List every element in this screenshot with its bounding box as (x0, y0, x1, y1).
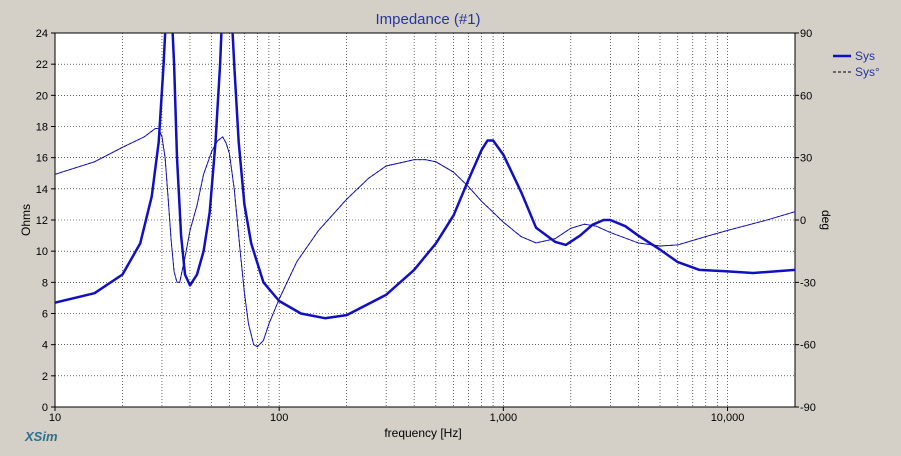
y-tick-label: 14 (36, 184, 48, 196)
x-tick-label: 1,000 (490, 412, 518, 424)
y2-tick-label: -30 (800, 277, 816, 289)
y-tick-label: 4 (42, 340, 48, 352)
x-axis-label: frequency [Hz] (384, 426, 461, 440)
x-tick-label: 100 (270, 412, 288, 424)
legend: Sys Sys° (833, 49, 880, 79)
y2-tick-label: 0 (800, 215, 806, 227)
x-tick-label: 10 (49, 412, 61, 424)
y2-axis-label: deg (819, 210, 833, 230)
legend-sys-phase-label: Sys° (855, 65, 880, 79)
legend-sys-label: Sys (855, 49, 875, 63)
y2-tick-label: 30 (800, 153, 812, 165)
y-tick-label: 0 (42, 402, 48, 414)
y-tick-label: 24 (36, 28, 48, 40)
chart-title: Impedance (#1) (375, 11, 480, 28)
y-tick-label: 18 (36, 122, 48, 134)
series-sys-impedance-line (55, 33, 795, 320)
y-tick-label: 2 (42, 371, 48, 383)
y-tick-label: 8 (42, 277, 48, 289)
y2-tick-label: 60 (800, 90, 812, 102)
y-tick-label: 22 (36, 59, 48, 71)
series-layer (55, 33, 795, 348)
y-tick-label: 10 (36, 246, 48, 258)
y-tick-label: 20 (36, 90, 48, 102)
right-axis-ticks: -90 -60 -30 0 30 60 90 (795, 28, 816, 414)
x-axis-ticks: 10 100 1,000 10,000 (49, 407, 744, 424)
y-tick-label: 12 (36, 215, 48, 227)
y-tick-label: 16 (36, 153, 48, 165)
series-phase-solid-line (55, 128, 795, 348)
x-tick-label: 10,000 (711, 412, 745, 424)
xsim-logo: XSim (24, 429, 58, 444)
y2-tick-label: 90 (800, 28, 812, 40)
y-axis-label: Ohms (19, 204, 33, 236)
y-tick-label: 6 (42, 309, 48, 321)
y2-tick-label: -60 (800, 340, 816, 352)
y2-tick-label: -90 (800, 402, 816, 414)
